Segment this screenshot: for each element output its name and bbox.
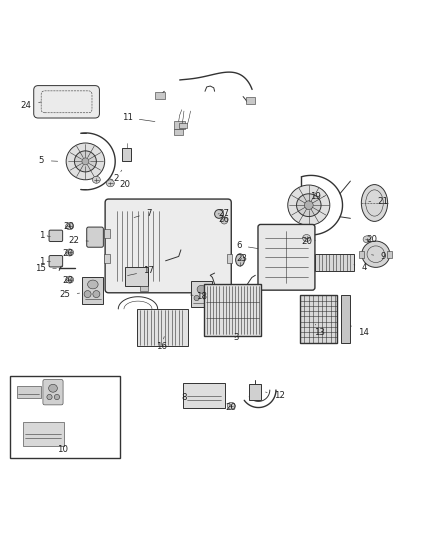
FancyBboxPatch shape (87, 227, 103, 247)
Bar (174, 120, 185, 128)
Ellipse shape (361, 184, 388, 221)
Ellipse shape (84, 290, 91, 297)
Bar (155, 92, 165, 99)
Text: 1: 1 (39, 231, 48, 240)
Bar (191, 281, 212, 307)
Ellipse shape (74, 151, 96, 172)
Ellipse shape (297, 194, 321, 216)
Text: 19: 19 (310, 192, 324, 201)
Text: 17: 17 (127, 266, 155, 276)
Ellipse shape (47, 394, 52, 400)
Text: 13: 13 (314, 324, 325, 337)
Ellipse shape (66, 143, 105, 180)
Ellipse shape (197, 285, 206, 293)
Bar (183, 383, 225, 408)
Bar (246, 98, 255, 104)
Bar (341, 295, 350, 343)
Text: 20: 20 (301, 237, 315, 246)
Bar (10, 376, 120, 458)
Bar (227, 254, 232, 263)
Bar (249, 384, 261, 400)
Text: 18: 18 (191, 292, 207, 301)
Text: 20: 20 (62, 276, 74, 285)
Bar (125, 267, 148, 286)
Ellipse shape (236, 254, 244, 266)
Bar (17, 386, 41, 398)
Text: 5: 5 (39, 156, 58, 165)
FancyBboxPatch shape (258, 224, 315, 290)
FancyBboxPatch shape (49, 255, 63, 267)
Bar (204, 284, 261, 336)
Bar (387, 251, 392, 258)
Text: 20: 20 (64, 222, 75, 231)
Bar (315, 254, 354, 271)
Bar (122, 148, 131, 160)
Text: 12: 12 (265, 391, 285, 400)
Ellipse shape (49, 384, 57, 392)
Ellipse shape (227, 402, 235, 409)
Text: 8: 8 (181, 392, 187, 401)
Text: 4: 4 (354, 263, 367, 272)
Bar (137, 309, 188, 346)
Bar (174, 129, 183, 135)
Ellipse shape (288, 185, 330, 225)
Text: 20: 20 (226, 403, 237, 412)
Ellipse shape (66, 276, 74, 283)
Ellipse shape (304, 201, 313, 209)
Ellipse shape (363, 236, 371, 243)
Bar (23, 422, 64, 446)
Ellipse shape (221, 217, 228, 224)
Text: 24: 24 (21, 101, 41, 110)
Ellipse shape (215, 209, 223, 219)
Bar (104, 254, 110, 263)
Text: 20: 20 (62, 249, 74, 258)
Bar (359, 251, 364, 258)
Text: 27: 27 (218, 208, 229, 217)
Ellipse shape (66, 249, 74, 256)
Ellipse shape (82, 158, 89, 165)
Text: 25: 25 (59, 290, 80, 300)
FancyBboxPatch shape (34, 86, 99, 118)
Text: 26: 26 (218, 215, 229, 224)
Ellipse shape (93, 290, 100, 297)
Ellipse shape (303, 235, 311, 241)
Ellipse shape (362, 241, 390, 268)
Text: 2: 2 (113, 170, 122, 183)
Text: 14: 14 (350, 326, 369, 337)
Ellipse shape (194, 295, 199, 301)
Text: 10: 10 (57, 445, 68, 454)
Text: 11: 11 (121, 113, 155, 122)
Text: 20: 20 (110, 179, 131, 189)
FancyBboxPatch shape (105, 199, 231, 293)
Ellipse shape (106, 180, 114, 187)
Ellipse shape (88, 280, 98, 289)
FancyBboxPatch shape (49, 230, 63, 241)
Bar (104, 229, 110, 238)
Text: 20: 20 (366, 235, 377, 244)
Text: 16: 16 (155, 336, 167, 351)
FancyBboxPatch shape (43, 379, 63, 405)
Text: 22: 22 (68, 236, 88, 245)
Text: 21: 21 (369, 197, 389, 206)
Ellipse shape (204, 295, 209, 301)
Text: 23: 23 (236, 254, 247, 263)
Ellipse shape (66, 223, 74, 230)
Text: 15: 15 (35, 264, 57, 273)
Text: 9: 9 (371, 252, 386, 261)
Bar (140, 286, 148, 290)
Bar (179, 123, 187, 128)
Bar (82, 278, 103, 304)
Ellipse shape (92, 176, 100, 183)
Text: 7: 7 (134, 208, 152, 217)
Text: 1: 1 (39, 257, 48, 266)
Bar (300, 295, 337, 343)
Ellipse shape (54, 394, 60, 400)
Text: 6: 6 (236, 241, 258, 250)
Text: 3: 3 (233, 333, 238, 342)
